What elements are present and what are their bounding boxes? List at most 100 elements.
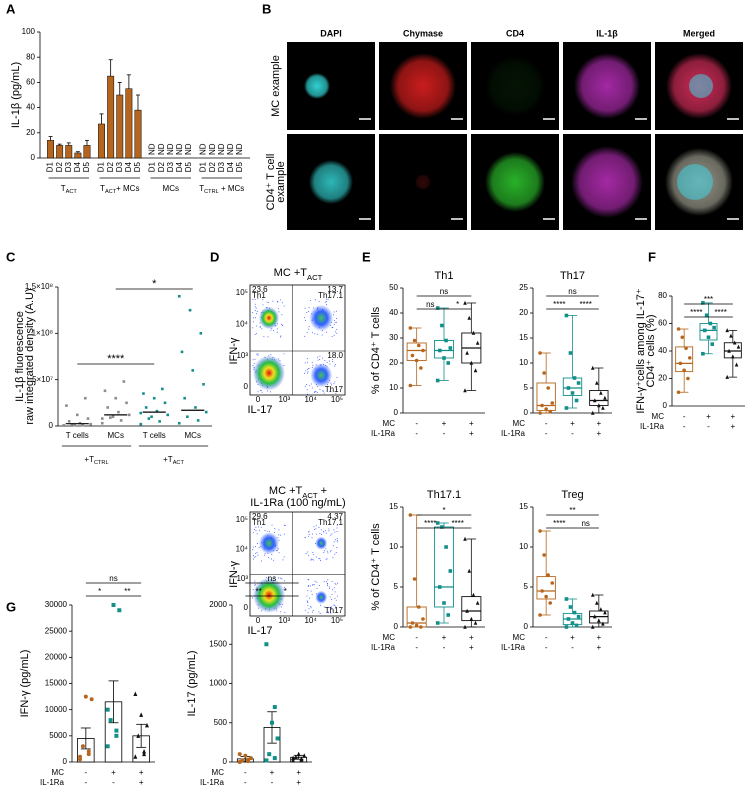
event	[262, 304, 264, 306]
event	[305, 370, 307, 372]
point	[191, 369, 195, 372]
point	[435, 306, 440, 310]
point	[410, 621, 415, 625]
point	[566, 617, 571, 621]
point	[83, 694, 88, 699]
event	[269, 531, 271, 533]
condition-value: -	[415, 643, 418, 652]
event	[280, 606, 282, 608]
event	[332, 545, 334, 547]
point	[111, 603, 116, 607]
y-tick-label: 10000	[45, 705, 68, 714]
box	[433, 526, 455, 608]
label-part: T	[199, 184, 204, 193]
event	[252, 549, 254, 551]
x-tick-label: D5	[82, 161, 91, 172]
point	[601, 405, 605, 410]
event	[257, 353, 259, 355]
point	[564, 406, 569, 410]
event	[315, 528, 317, 530]
point	[706, 335, 711, 340]
row-label: CD4⁺ T cell	[265, 154, 277, 211]
event	[254, 306, 256, 308]
event	[304, 372, 306, 374]
x-tick-label: D5	[235, 161, 244, 172]
y-tick-label: 0	[663, 401, 668, 410]
event	[304, 317, 306, 319]
event	[306, 389, 308, 391]
y-tick-label: 15	[519, 502, 528, 511]
point	[601, 621, 605, 626]
y-tick-label: 500	[214, 718, 228, 727]
y-axis-label: IL-17 (pg/mL)	[186, 650, 198, 716]
point	[564, 597, 569, 601]
condition-value: +	[730, 422, 735, 431]
panel-letter: B	[262, 1, 271, 16]
event	[320, 529, 322, 531]
label: +TCTRL	[84, 455, 108, 466]
point	[592, 614, 597, 619]
y-tick-label: 0	[524, 622, 529, 631]
event	[312, 332, 314, 334]
point	[702, 328, 707, 333]
event	[254, 584, 256, 586]
point	[80, 744, 85, 749]
event	[262, 299, 264, 301]
event	[267, 557, 269, 559]
event	[332, 589, 334, 591]
chart-title: Th17	[560, 270, 585, 282]
box	[536, 576, 556, 600]
event	[281, 578, 283, 580]
row-label: MC example	[270, 55, 282, 117]
event	[329, 596, 331, 598]
event	[322, 390, 324, 392]
event	[278, 552, 280, 554]
event	[311, 366, 313, 368]
event	[255, 332, 257, 334]
event	[254, 358, 256, 360]
x-tick-label: D4	[226, 161, 235, 172]
event	[255, 545, 257, 547]
event	[307, 605, 309, 607]
event	[333, 311, 335, 313]
condition-value: -	[112, 778, 115, 787]
event	[283, 556, 285, 558]
event	[323, 581, 325, 583]
condition-value: -	[707, 422, 710, 431]
event	[260, 560, 262, 562]
point	[597, 618, 601, 623]
y-tick-label: 20	[519, 308, 528, 317]
x-tick-label: D3	[166, 161, 175, 172]
y-tick-label: 10⁴	[236, 544, 249, 553]
label: TACT	[61, 184, 78, 195]
event	[336, 537, 338, 539]
value-label: ND	[157, 143, 166, 155]
condition-value: +	[596, 419, 601, 428]
significance-label: ****	[107, 353, 125, 365]
event	[307, 551, 309, 553]
event	[252, 554, 254, 556]
point	[471, 330, 476, 335]
event	[307, 612, 309, 614]
event	[315, 391, 317, 393]
x-tick-label: 10⁴	[304, 616, 317, 625]
condition-value: +	[596, 429, 601, 438]
event	[267, 336, 269, 338]
condition-value: +	[111, 768, 116, 777]
condition-name: MC	[212, 768, 225, 777]
quadrant-name: Th17.1	[318, 291, 343, 300]
point	[416, 343, 421, 348]
event	[268, 301, 270, 303]
point	[599, 390, 603, 395]
point	[708, 321, 713, 326]
point	[264, 642, 269, 647]
point	[590, 365, 595, 370]
event	[252, 532, 254, 534]
point	[109, 416, 112, 419]
event	[327, 582, 329, 584]
event	[326, 558, 328, 560]
event	[307, 371, 309, 373]
event	[336, 524, 338, 526]
density	[310, 363, 333, 388]
panel-letter: A	[6, 1, 16, 16]
